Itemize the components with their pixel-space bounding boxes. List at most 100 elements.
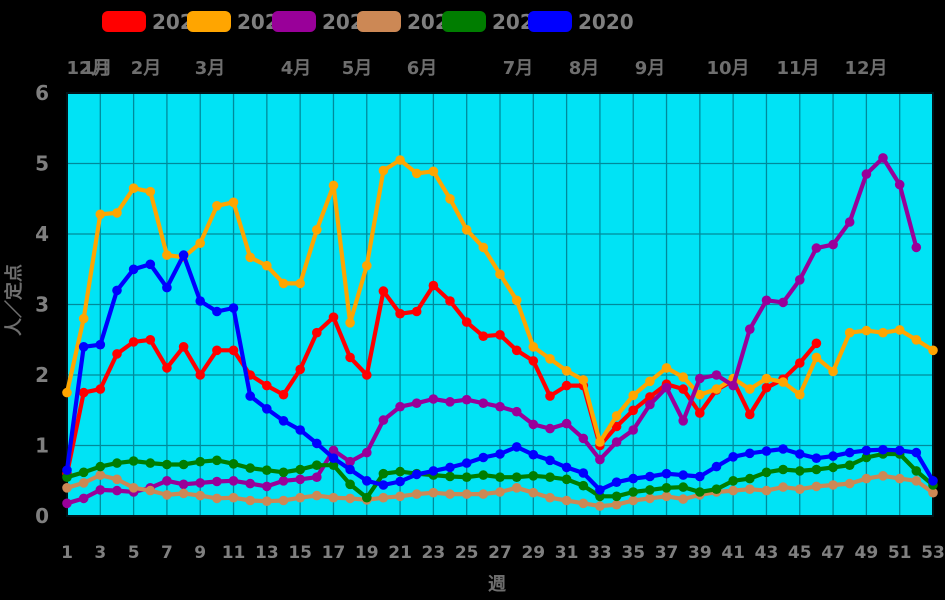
- x-tick-label-43: 43: [755, 543, 779, 563]
- data-point-2023-w20: [378, 415, 389, 425]
- data-point-2024-w40: [711, 384, 722, 394]
- data-point-2022-w13: [262, 496, 272, 507]
- month-label: 4月: [281, 58, 312, 79]
- month-label: 6月: [407, 58, 438, 79]
- y-axis-title: 人／定点: [3, 264, 25, 336]
- data-point-2024-w48: [844, 327, 855, 338]
- data-point-2024-w4: [112, 208, 122, 218]
- data-point-2023-w15: [295, 474, 306, 485]
- data-point-2022-w8: [178, 488, 189, 499]
- x-tick-label-39: 39: [688, 543, 712, 563]
- legend-label-2020: 2020: [578, 10, 634, 34]
- data-point-2024-w16: [312, 225, 322, 235]
- data-point-2024-w38: [678, 372, 688, 382]
- data-point-2020-w30: [545, 455, 555, 466]
- data-point-2023-w13: [262, 481, 272, 492]
- x-tick-label-13: 13: [255, 543, 279, 563]
- data-point-2020-w24: [445, 462, 455, 473]
- data-point-2025-w4: [112, 349, 122, 359]
- data-point-2023-w11: [228, 476, 239, 486]
- data-point-2023-w36: [645, 399, 655, 410]
- data-point-2024-w53: [928, 345, 938, 356]
- data-point-2021-w28: [511, 472, 522, 483]
- data-point-2020-w31: [561, 462, 572, 473]
- data-point-2024-w29: [528, 342, 539, 352]
- data-point-2024-w28: [511, 295, 522, 306]
- data-point-2025-w22: [411, 306, 422, 317]
- data-point-2021-w10: [212, 455, 222, 466]
- data-point-2023-w22: [411, 398, 422, 409]
- data-point-2024-w7: [162, 250, 172, 260]
- data-point-2025-w45: [795, 358, 805, 368]
- data-point-2024-w49: [861, 325, 872, 336]
- data-point-2022-w6: [145, 485, 156, 496]
- data-point-2022-w14: [278, 495, 289, 506]
- x-tick-label-53: 53: [921, 543, 945, 563]
- data-point-2022-w50: [878, 471, 888, 481]
- data-point-2023-w28: [511, 406, 522, 417]
- data-point-2020-w49: [861, 445, 872, 456]
- data-point-2022-w37: [661, 491, 672, 502]
- data-point-2022-w42: [745, 484, 755, 495]
- data-point-2023-w51: [894, 179, 905, 190]
- data-point-2024-w43: [761, 373, 772, 384]
- data-point-2022-w3: [95, 470, 106, 480]
- data-point-2025-w5: [128, 337, 139, 347]
- data-point-2023-w44: [778, 297, 788, 308]
- series-2023: [62, 153, 922, 509]
- data-point-2021-w39: [695, 487, 705, 497]
- x-tick-label-51: 51: [888, 543, 912, 563]
- data-point-2024-w10: [212, 201, 222, 211]
- data-point-2024-w32: [578, 375, 589, 385]
- data-point-2025-w38: [678, 384, 688, 394]
- data-point-2025-w6: [145, 335, 156, 345]
- data-point-2025-w23: [428, 280, 439, 291]
- data-point-2020-w50: [878, 444, 888, 455]
- data-point-2023-w32: [578, 433, 589, 444]
- data-point-2025-w9: [195, 370, 205, 380]
- x-axis-title: 週: [488, 574, 506, 595]
- data-point-2020-w9: [195, 296, 205, 306]
- data-point-2020-w28: [511, 442, 522, 452]
- data-point-2025-w27: [495, 330, 505, 340]
- data-point-2024-w52: [911, 335, 922, 345]
- data-point-2021-w52: [911, 466, 922, 476]
- data-point-2022-w29: [528, 487, 539, 498]
- data-point-2021-w20: [378, 468, 389, 479]
- month-label: 12月: [66, 58, 109, 79]
- data-point-2025-w35: [628, 405, 638, 416]
- data-point-2021-w15: [295, 464, 306, 475]
- data-point-2023-w41: [728, 380, 738, 391]
- data-point-2023-w3: [95, 485, 106, 495]
- data-point-2024-w34: [611, 411, 622, 421]
- data-point-2025-w19: [362, 370, 372, 380]
- data-point-2020-w8: [178, 250, 189, 260]
- data-point-2022-w20: [378, 492, 389, 503]
- data-point-2023-w7: [162, 476, 172, 486]
- data-point-2021-w9: [195, 456, 205, 467]
- data-point-2025-w20: [378, 286, 389, 296]
- data-point-2023-w40: [711, 370, 722, 380]
- data-point-2022-w34: [611, 499, 622, 510]
- data-point-2024-w12: [245, 252, 255, 263]
- data-point-2023-w31: [561, 418, 572, 429]
- data-point-2022-w27: [495, 487, 505, 497]
- legend-swatch-2024: [187, 11, 231, 32]
- data-point-2023-w9: [195, 478, 205, 488]
- data-point-2021-w36: [645, 485, 655, 495]
- data-point-2020-w37: [661, 468, 672, 479]
- data-point-2020-w35: [628, 473, 638, 484]
- data-point-2025-w11: [228, 345, 239, 356]
- data-point-2022-w15: [295, 492, 306, 503]
- data-point-2023-w37: [661, 382, 672, 393]
- data-point-2023-w4: [112, 485, 122, 496]
- data-point-2025-w8: [178, 342, 189, 352]
- data-point-2020-w39: [695, 471, 705, 482]
- month-label: 10月: [706, 58, 749, 79]
- y-axis-ticks: 0 1 2 3 4 5 6: [35, 81, 49, 528]
- data-point-2023-w30: [545, 423, 555, 434]
- data-point-2020-w36: [645, 471, 655, 482]
- data-point-2022-w46: [811, 481, 822, 492]
- data-point-2021-w47: [828, 462, 838, 473]
- data-point-2022-w48: [844, 478, 855, 489]
